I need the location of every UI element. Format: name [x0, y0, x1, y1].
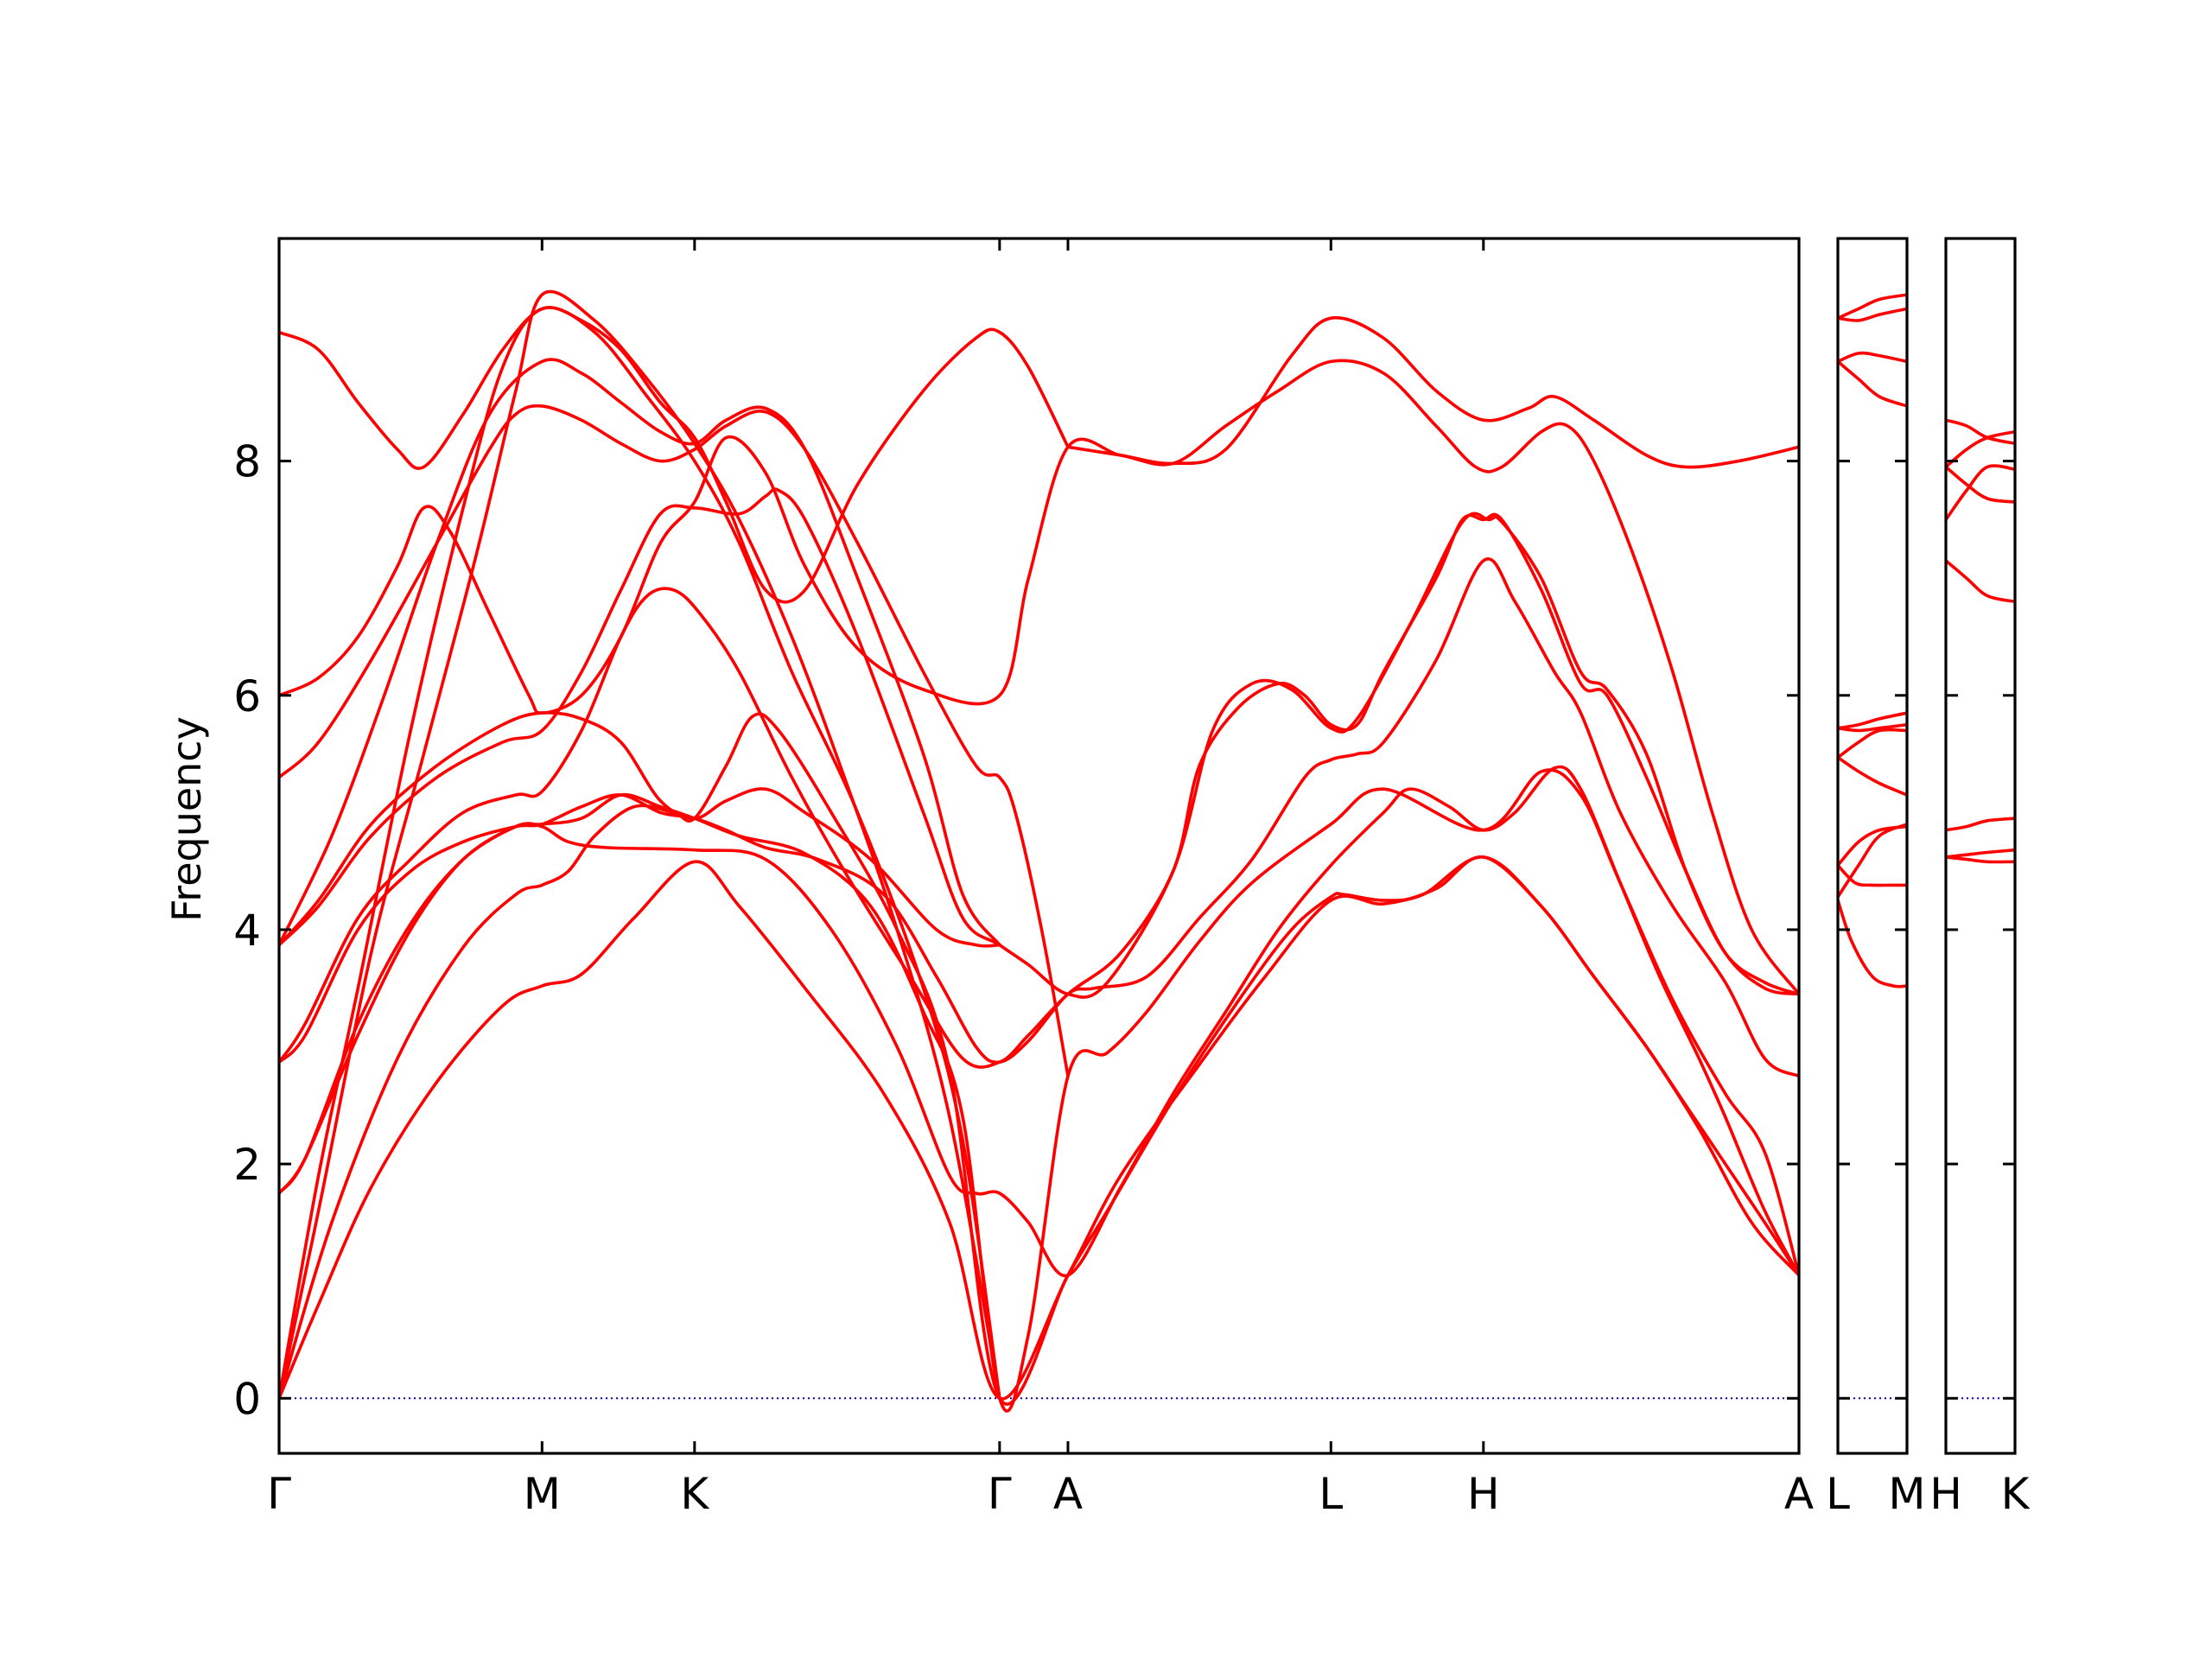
band-line-7 [1838, 722, 1907, 733]
band-line-9 [1838, 359, 1907, 408]
y-tick-labels: 0 2 4 6 8 [233, 437, 261, 1425]
y-tick-label: 8 [233, 437, 261, 487]
band-line-5 [1946, 464, 2015, 522]
band-line-6 [279, 512, 1799, 1069]
y-tick-label: 6 [233, 671, 261, 721]
band-line-1 [1838, 899, 1907, 988]
bands [279, 289, 1799, 1413]
band-line-15 [1066, 359, 1799, 996]
band-line-5 [279, 557, 1799, 1078]
band-line-13 [279, 306, 1001, 1401]
x-tick-label: Γ [267, 1469, 291, 1519]
band-line-8 [1946, 418, 2015, 446]
band-line-6 [1946, 465, 2015, 504]
band-line-11 [279, 306, 1070, 604]
bands [1946, 418, 2015, 864]
x-tick-label: A [1053, 1469, 1083, 1519]
panel-frame [1836, 237, 1909, 1455]
x-tick-label: H [1467, 1469, 1500, 1519]
x-tick-label: Γ [988, 1469, 1012, 1519]
x-tick-label: M [1888, 1469, 1925, 1519]
bands [1838, 293, 1907, 988]
band-line-10 [279, 315, 1799, 715]
x-tick-label: K [2001, 1469, 2031, 1519]
band-line-1 [1946, 855, 2015, 864]
x-tick-label: L [1319, 1469, 1343, 1519]
band-line-4 [1946, 559, 2015, 604]
x-tick-label: M [524, 1469, 561, 1519]
band-line-4 [1838, 823, 1907, 899]
y-tick-label: 0 [233, 1374, 261, 1424]
band-line-5 [1838, 755, 1907, 797]
band-line-11 [1838, 307, 1907, 322]
x-tick-label: A [1784, 1469, 1814, 1519]
panel-frame [1944, 237, 2017, 1455]
band-line-3 [279, 765, 1799, 1278]
y-axis-label: Frequency [163, 716, 210, 922]
band-line-6 [1838, 728, 1907, 760]
x-tick-label: L [1826, 1469, 1850, 1519]
band-line-3 [1946, 817, 2015, 832]
band-line-2 [1946, 848, 2015, 859]
x-tick-label: K [680, 1469, 709, 1519]
band-line-12 [1838, 293, 1907, 320]
band-line-7 [279, 487, 1799, 999]
band-line-14 [279, 289, 1001, 1401]
panel-frame [277, 237, 1801, 1455]
band-line-8 [1838, 711, 1907, 730]
band-line-1 [279, 855, 1799, 1401]
band-line-2 [279, 712, 1799, 1406]
band-line-10 [1838, 351, 1907, 364]
y-tick-label: 2 [233, 1140, 261, 1190]
y-tick-label: 4 [233, 906, 261, 956]
band-line-7 [1946, 429, 2015, 469]
band-line-4 [279, 768, 1799, 1413]
x-tick-label: H [1929, 1469, 1962, 1519]
band-line-12 [279, 358, 1001, 947]
